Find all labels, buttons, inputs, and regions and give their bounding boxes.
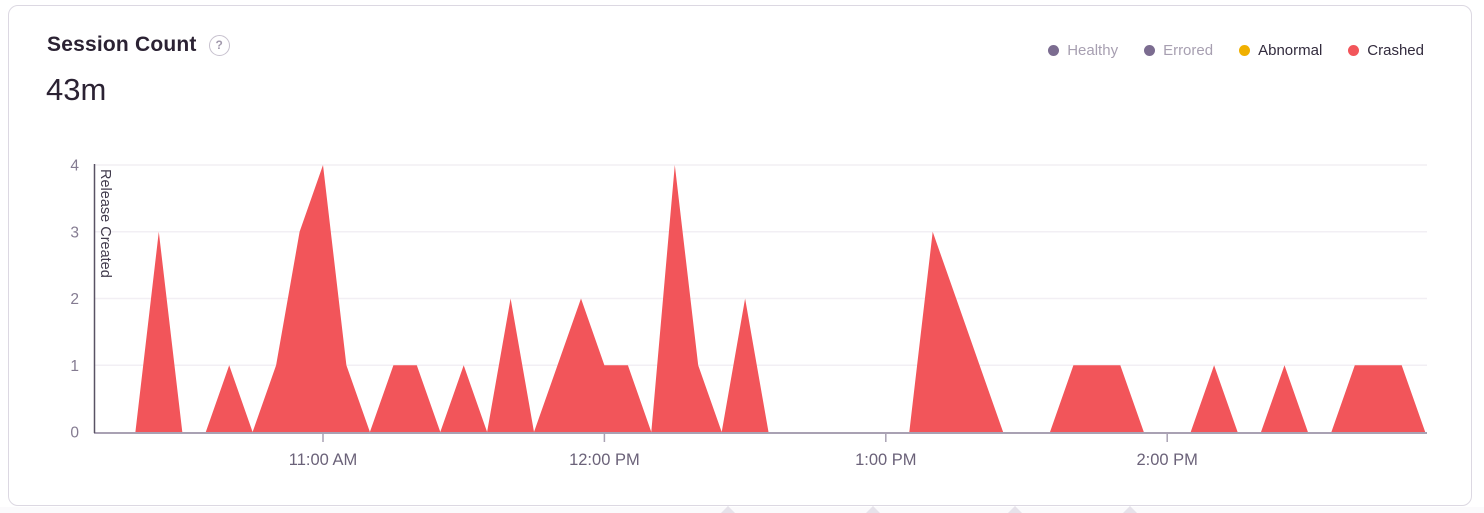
legend-label: Healthy <box>1067 42 1119 59</box>
x-axis-label: 12:00 PM <box>569 451 640 469</box>
panel-header: Session Count ? <box>47 33 230 57</box>
x-axis-label: 11:00 AM <box>289 451 358 469</box>
y-axis-label: 3 <box>70 224 79 241</box>
panel-notch <box>1123 506 1137 513</box>
panel-notch <box>1008 506 1022 513</box>
legend-dot-healthy <box>1048 45 1060 56</box>
release-marker-label: Release Created <box>97 169 113 278</box>
legend-item-abnormal[interactable]: Abnormal <box>1239 42 1322 59</box>
y-axis-label: 1 <box>70 358 79 375</box>
legend-label: Errored <box>1163 42 1214 59</box>
legend-dot-errored <box>1144 45 1156 56</box>
chart-plot-area[interactable] <box>94 155 1427 432</box>
panel-notch <box>866 506 880 513</box>
legend-dot-abnormal <box>1239 45 1251 56</box>
legend-item-errored[interactable]: Errored <box>1144 42 1213 59</box>
panel-title: Session Count <box>47 33 197 56</box>
y-axis-label: 0 <box>70 425 79 442</box>
next-row-strip <box>0 506 1484 513</box>
help-icon-glyph: ? <box>215 38 223 52</box>
x-axis-label: 1:00 PM <box>855 451 916 469</box>
legend-label: Abnormal <box>1258 42 1323 59</box>
legend-item-crashed[interactable]: Crashed <box>1348 42 1424 59</box>
legend-label: Crashed <box>1367 42 1424 59</box>
legend-dot-crashed <box>1348 45 1360 56</box>
panel-notch <box>721 506 735 513</box>
y-axis-label: 4 <box>70 158 79 175</box>
x-axis-label: 2:00 PM <box>1136 451 1197 469</box>
session-total-value: 43m <box>46 72 107 107</box>
chart-legend: Healthy Errored Abnormal Crashed <box>1048 42 1424 59</box>
legend-item-healthy[interactable]: Healthy <box>1048 42 1118 59</box>
y-axis-label: 2 <box>70 291 79 308</box>
help-icon[interactable]: ? <box>208 34 230 56</box>
crashed-area-series <box>111 165 1426 432</box>
